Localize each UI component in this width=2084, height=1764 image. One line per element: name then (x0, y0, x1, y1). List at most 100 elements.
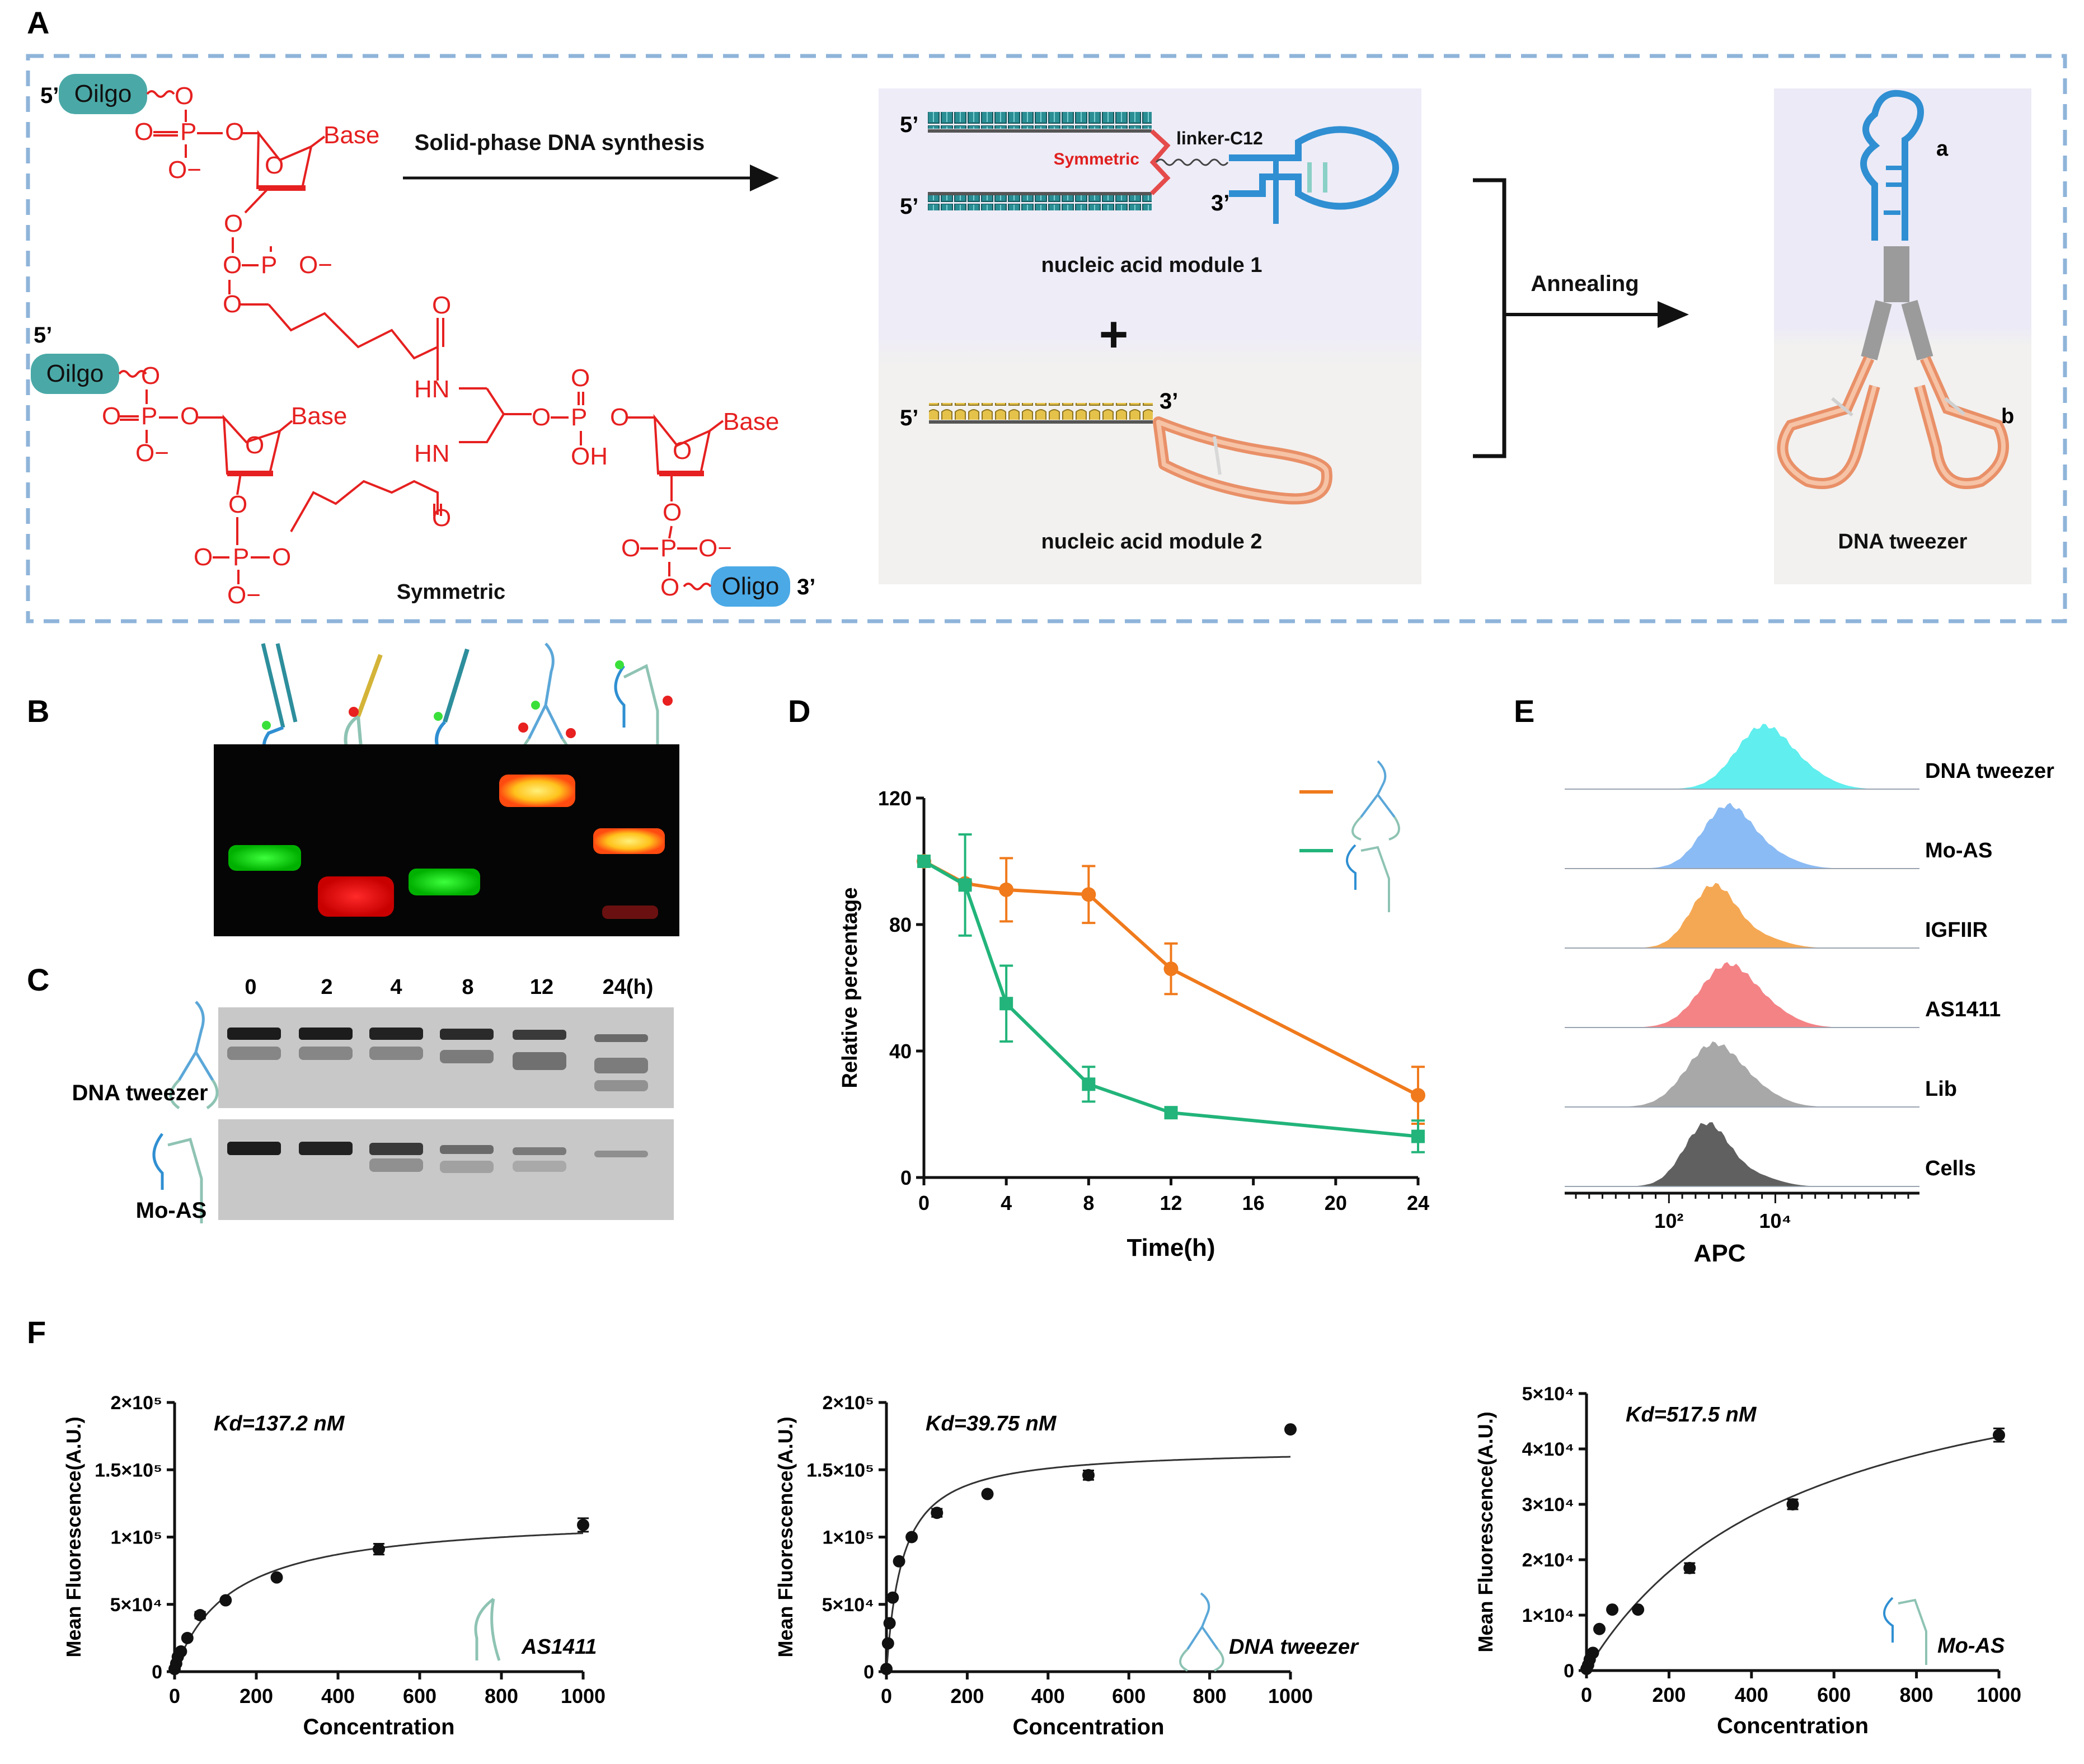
chart-e-legend-0: DNA tweezer (1925, 759, 2054, 783)
gel-b-band-1 (228, 845, 301, 871)
chartF2-ytick-label: 5×10⁴ (822, 1594, 874, 1616)
svg-text:O: O (194, 543, 213, 571)
panel-label-c: C (27, 962, 49, 997)
gel-c-time-5: 24(h) (603, 975, 654, 999)
chartF3-xtick-label: 200 (1652, 1683, 1686, 1706)
svg-text:P: P (233, 543, 249, 571)
chart-d-series-1-line (923, 860, 1419, 1138)
chartF1-point (219, 1594, 232, 1607)
chartF3-legend-icon (1883, 1597, 1927, 1665)
chartF2-xtick-label: 600 (1112, 1685, 1146, 1707)
chartF3-xtick-label: 600 (1817, 1683, 1851, 1706)
chart-d-series-1-point (917, 855, 931, 868)
chart-d-series-1-point (958, 878, 972, 892)
panel-label-e: E (1514, 693, 1534, 729)
chartF1-ytick-label: 0 (152, 1662, 162, 1683)
chart-d-xtick-label: 20 (1325, 1191, 1347, 1214)
tweezer-label-a: a (1936, 137, 1949, 161)
svg-text:O: O (102, 402, 121, 430)
panel-label-f: F (27, 1315, 46, 1350)
chart-f3: 0 1×10⁴ 2×10⁴ 3×10⁴ 4×10⁴ 5×10⁴ 0 200 400 600 800 1… (1474, 1383, 2021, 1738)
chartF2-ytick-label: 1.5×10⁵ (806, 1460, 874, 1481)
svg-text:OH: OH (571, 443, 608, 470)
chart-d-xtick-label: 4 (1001, 1191, 1012, 1214)
chartF3-xtick-label: 1000 (1977, 1683, 2021, 1706)
chart-e-legend-1: Mo-AS (1925, 839, 1992, 862)
chartF3-ytick-label: 0 (1564, 1660, 1574, 1682)
chartF1-legend-icon (474, 1598, 501, 1661)
chartF3-fit-curve (1585, 1436, 1999, 1671)
chartF2-ylabel: Mean Fluorescence(A.U.) (774, 1416, 797, 1657)
svg-text:HN: HN (414, 440, 450, 467)
gel-c-row-label-2: Mo-AS (136, 1198, 207, 1223)
svg-text:O: O (432, 292, 451, 319)
chart-d-xtick-label: 0 (918, 1191, 930, 1214)
chartF2-legend-icon (1179, 1592, 1224, 1672)
chartF2-xtick-label: 400 (1031, 1685, 1065, 1707)
chartF3-point (1683, 1561, 1696, 1574)
svg-text:O: O (180, 402, 199, 430)
chart-e-legend-2: IGFIIR (1925, 918, 1988, 942)
svg-text:Base: Base (291, 402, 347, 430)
chartF3-point (1632, 1603, 1645, 1616)
chart-d-series-1-point (1411, 1129, 1425, 1143)
chart-d-xlabel: Time(h) (1127, 1234, 1215, 1261)
five-prime-m1b: 5’ (900, 194, 918, 219)
gel-c-time-1: 2 (321, 975, 332, 999)
symmetric-red-label: Symmetric (1054, 150, 1139, 168)
chart-e-legend-4: Lib (1925, 1077, 1957, 1101)
annealing-arrowhead (1658, 301, 1689, 328)
tweezer-label-b: b (2001, 405, 2014, 428)
gel-c-time-3: 8 (462, 975, 473, 999)
chartF2-legend-label: DNA tweezer (1229, 1635, 1359, 1659)
legend-d-orange-icon (1351, 760, 1400, 841)
chart-e-xtick-label: 10² (1654, 1209, 1683, 1232)
chartF2-point (886, 1591, 899, 1604)
chartF1-point (181, 1631, 194, 1644)
tweezer-label: DNA tweezer (1838, 530, 1968, 553)
chartF1-point (175, 1645, 187, 1658)
dna-tweezer-diagram: a b DNA tweezer (1777, 90, 2014, 553)
svg-text:O: O (265, 152, 284, 179)
chartF1-xtick-label: 1000 (561, 1685, 606, 1707)
chart-e-histogram-3 (1565, 962, 1919, 1028)
chart-e-histogram-2 (1565, 883, 1919, 948)
chartF2-xtick-label: 1000 (1268, 1685, 1313, 1707)
svg-text:Base: Base (723, 408, 779, 435)
gel-b-icon-5 (614, 660, 673, 767)
chartF1-ytick-label: 2×10⁵ (110, 1392, 162, 1414)
module-2: 5’ 3’ nucleic acid module 2 (900, 389, 1332, 553)
chartF1-xtick-label: 800 (485, 1685, 518, 1707)
chartF1-point (577, 1518, 589, 1531)
gel-c-time-0: 0 (245, 975, 256, 999)
chartF2-xtick-label: 0 (881, 1685, 892, 1707)
chartF2-point (1284, 1423, 1297, 1436)
chart-e-legend-3: AS1411 (1925, 998, 2001, 1021)
gel-c-timepoints: 0 2 4 8 12 24(h) (245, 975, 653, 999)
chartF3-point (1786, 1498, 1799, 1510)
three-prime-right: 3’ (797, 575, 815, 599)
chart-d-ytick-label: 120 (878, 787, 912, 810)
chartF1-xtick-label: 0 (169, 1685, 180, 1707)
chartF3-xtick-label: 800 (1900, 1683, 1933, 1706)
svg-text:P: P (660, 534, 677, 562)
chart-e-legend-5: Cells (1925, 1157, 1976, 1180)
svg-text:P: P (571, 404, 587, 431)
chartF3-point (1587, 1646, 1599, 1659)
chartF2-point (881, 1637, 894, 1650)
chartF3-point (1606, 1603, 1619, 1616)
five-prime-m2: 5’ (900, 406, 918, 430)
gel-c-row-icon-2 (152, 1133, 203, 1223)
five-prime-m1a: 5’ (900, 112, 918, 137)
chartF2-point (981, 1488, 994, 1500)
chartF3-ytick-label: 1×10⁴ (1522, 1605, 1574, 1626)
gel-c-time-2: 4 (390, 975, 402, 999)
chartF1-xlabel: Concentration (303, 1715, 454, 1739)
chartF2-xlabel: Concentration (1012, 1715, 1164, 1739)
synthesis-label: Solid-phase DNA synthesis (415, 130, 705, 155)
chart-e-xlabel: APC (1694, 1240, 1746, 1267)
chartF3-ytick-label: 5×10⁴ (1522, 1383, 1574, 1405)
oligo-badge-right (711, 566, 790, 607)
gel-c-row-icon-1 (169, 1001, 219, 1110)
